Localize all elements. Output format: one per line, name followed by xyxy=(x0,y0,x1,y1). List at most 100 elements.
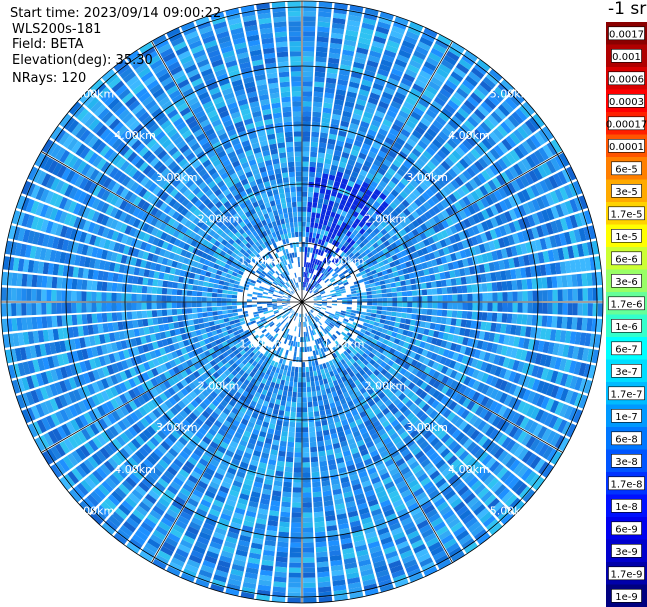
ray-gate xyxy=(534,440,545,455)
ray-gate xyxy=(271,596,286,603)
ray-gate xyxy=(407,382,416,390)
ray-gate xyxy=(124,496,137,508)
ray-gate xyxy=(391,343,399,350)
ray-gate xyxy=(541,162,552,176)
ray-gate xyxy=(472,380,481,391)
ray-gate xyxy=(161,455,172,466)
ray-gate xyxy=(328,337,334,343)
ray-gate xyxy=(333,103,343,111)
ray-gate xyxy=(192,545,206,555)
ray-gate xyxy=(429,274,436,282)
ray-gate xyxy=(411,210,420,219)
ray-gate xyxy=(400,549,414,560)
ray-gate xyxy=(170,462,181,472)
ray-gate xyxy=(347,19,361,27)
ray-gate xyxy=(302,66,314,72)
ray-gate xyxy=(391,254,399,261)
ray-gate xyxy=(340,156,348,164)
ray-gate xyxy=(319,364,324,370)
ray-gate xyxy=(355,232,363,239)
ray-gate xyxy=(540,223,549,237)
ray-gate xyxy=(413,487,425,498)
ray-gate xyxy=(364,7,379,16)
ray-gate xyxy=(477,420,487,431)
ray-gate xyxy=(305,267,308,273)
ray-gate xyxy=(307,206,312,213)
ray-gate xyxy=(317,16,331,23)
ray-gate xyxy=(322,112,332,119)
ray-gate xyxy=(312,274,316,280)
ray-gate xyxy=(468,521,482,533)
ray-gate xyxy=(323,97,334,104)
ray-gate xyxy=(286,339,290,345)
ray-gate xyxy=(497,487,510,500)
ray-gate xyxy=(512,500,525,514)
ray-gate xyxy=(375,172,384,180)
ray-gate xyxy=(277,341,282,347)
ray-gate xyxy=(455,161,466,172)
ray-gate xyxy=(449,204,458,214)
ray-gate xyxy=(329,370,335,377)
ray-gate xyxy=(453,131,465,142)
ray-gate xyxy=(357,93,368,102)
ray-gate xyxy=(452,294,458,302)
ray-gate xyxy=(214,569,229,578)
ray-gate xyxy=(308,186,314,193)
ray-gate xyxy=(317,348,322,355)
ray-gate xyxy=(401,40,416,50)
ray-gate xyxy=(344,168,352,176)
ray-gate xyxy=(302,111,312,117)
ray-gate xyxy=(423,366,432,375)
ray-gate xyxy=(229,489,240,498)
ray-gate xyxy=(307,272,310,278)
ray-gate xyxy=(293,381,298,388)
ray-gate xyxy=(309,336,313,342)
ray-gate xyxy=(444,470,456,481)
ray-gate xyxy=(563,231,572,245)
ray-gate xyxy=(313,288,318,293)
ray-gate xyxy=(298,321,300,327)
ray-gate xyxy=(324,247,330,253)
ray-gate xyxy=(545,192,555,206)
ray-gate xyxy=(243,577,257,585)
ray-gate xyxy=(549,190,560,204)
ray-gate xyxy=(532,113,545,128)
ray-gate xyxy=(411,308,418,314)
ray-gate xyxy=(242,581,257,590)
ray-gate xyxy=(314,76,325,83)
ray-gate xyxy=(309,320,313,326)
ray-gate xyxy=(306,252,310,258)
ray-gate xyxy=(178,423,188,432)
ray-gate xyxy=(302,457,310,463)
ray-gate xyxy=(349,76,361,84)
ray-gate xyxy=(282,314,287,319)
ray-gate xyxy=(367,275,374,280)
ray-gate xyxy=(315,61,327,68)
ray-gate xyxy=(382,476,393,485)
ray-gate xyxy=(103,444,115,456)
ray-gate xyxy=(355,272,362,278)
ray-gate xyxy=(380,432,389,441)
ray-gate xyxy=(517,160,528,174)
ray-gate xyxy=(302,432,309,438)
ray-gate xyxy=(322,168,330,175)
ray-gate xyxy=(481,341,489,351)
ray-gate xyxy=(339,265,345,271)
ray-gate xyxy=(517,447,529,461)
ray-gate xyxy=(306,386,312,393)
ray-gate xyxy=(511,313,518,324)
ray-gate xyxy=(427,198,436,208)
ray-gate xyxy=(313,192,319,198)
ray-gate xyxy=(416,409,425,419)
ray-gate xyxy=(329,330,334,336)
ray-gate xyxy=(248,438,257,445)
ray-gate xyxy=(337,249,343,256)
ray-gate xyxy=(333,7,348,15)
ray-gate xyxy=(560,202,569,216)
ray-gate xyxy=(316,369,322,376)
ray-gate xyxy=(346,572,360,580)
ray-gate xyxy=(438,248,445,257)
ray-gate xyxy=(238,369,245,376)
ray-gate xyxy=(330,386,336,393)
ray-gate xyxy=(355,326,362,332)
